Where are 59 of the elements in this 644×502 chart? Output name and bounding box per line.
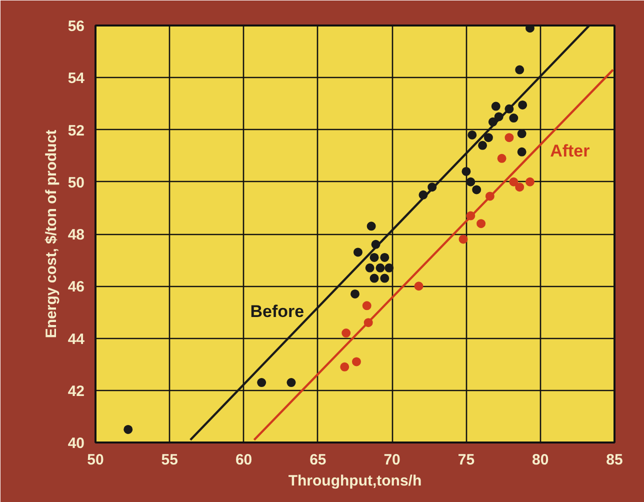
point <box>462 166 471 176</box>
y-tick-label: 44 <box>68 330 86 348</box>
point <box>497 154 506 163</box>
point <box>350 289 360 298</box>
x-axis-title: Throughput,tons/h <box>288 472 422 490</box>
y-axis-title: Energy cost, $/ton of product <box>42 130 60 338</box>
x-tick-label: 70 <box>384 452 400 468</box>
y-tick-label: 48 <box>68 226 85 244</box>
point <box>370 252 379 262</box>
point <box>380 274 390 283</box>
point <box>491 102 500 111</box>
point <box>342 328 351 338</box>
point <box>468 130 477 140</box>
x-tick-label: 55 <box>161 452 178 468</box>
point <box>362 301 372 310</box>
y-tick-label: 40 <box>68 435 85 452</box>
point <box>484 133 493 142</box>
point <box>509 177 518 186</box>
x-tick-label: 60 <box>235 452 252 468</box>
point <box>352 357 361 366</box>
point <box>515 65 524 74</box>
y-tick-label: 50 <box>68 174 85 192</box>
point <box>518 100 528 110</box>
point <box>286 378 296 388</box>
point <box>414 282 424 291</box>
point <box>340 362 350 372</box>
y-tick-label: 56 <box>68 18 85 35</box>
series-label: After <box>550 142 590 161</box>
point <box>366 222 376 231</box>
point <box>257 378 266 388</box>
x-tick-label: 75 <box>458 452 475 468</box>
point <box>384 263 394 272</box>
point <box>466 177 476 186</box>
y-tick-label: 54 <box>68 70 86 88</box>
point <box>472 185 482 194</box>
series-label: Before <box>250 302 304 321</box>
point <box>380 252 390 262</box>
point <box>504 133 514 142</box>
x-tick-label: 65 <box>310 452 326 468</box>
point <box>517 129 526 138</box>
y-tick-label: 46 <box>68 278 85 296</box>
point <box>517 147 526 156</box>
point <box>509 114 518 123</box>
point <box>370 274 379 283</box>
point <box>476 219 486 228</box>
point <box>515 182 524 192</box>
point <box>458 234 468 244</box>
y-tick-label: 42 <box>68 382 85 400</box>
point <box>124 424 133 434</box>
point <box>365 263 374 272</box>
x-tick-label: 85 <box>606 452 623 468</box>
y-tick-label: 52 <box>68 122 85 140</box>
x-tick-label: 50 <box>87 452 104 468</box>
point <box>525 177 534 186</box>
x-tick-label: 80 <box>532 452 549 468</box>
point <box>525 26 534 33</box>
point <box>376 263 385 272</box>
point <box>478 140 488 150</box>
point <box>353 248 362 257</box>
